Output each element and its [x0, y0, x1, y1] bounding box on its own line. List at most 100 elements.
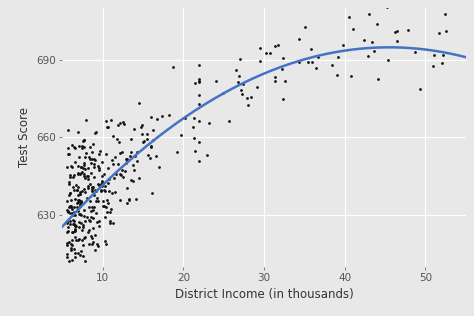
Point — [307, 46, 315, 52]
Point — [393, 39, 401, 44]
Point — [108, 206, 115, 211]
Point — [65, 258, 73, 264]
Point — [254, 85, 261, 90]
Point — [109, 162, 117, 167]
Point — [69, 229, 77, 234]
Point — [392, 29, 399, 34]
Point — [75, 198, 82, 203]
Point — [84, 229, 91, 234]
Point — [84, 177, 91, 182]
Point — [82, 295, 90, 300]
Point — [82, 151, 90, 156]
Point — [65, 180, 73, 185]
Point — [75, 211, 83, 216]
Point — [77, 165, 84, 170]
Point — [93, 220, 100, 225]
Point — [72, 223, 79, 228]
Point — [73, 187, 81, 192]
Point — [130, 167, 137, 172]
Point — [169, 65, 177, 70]
Point — [80, 253, 87, 258]
Point — [64, 165, 71, 170]
Point — [98, 179, 106, 184]
Point — [63, 243, 71, 248]
Point — [135, 101, 143, 106]
Point — [119, 119, 127, 125]
Point — [76, 252, 84, 257]
Point — [79, 169, 86, 174]
Point — [347, 73, 355, 78]
Point — [146, 155, 154, 160]
Point — [147, 144, 155, 149]
Point — [81, 175, 89, 180]
Point — [90, 205, 98, 210]
Point — [64, 128, 72, 133]
Point — [76, 212, 84, 217]
Point — [196, 79, 203, 84]
Point — [219, 90, 227, 95]
Point — [103, 124, 111, 129]
Point — [262, 50, 270, 55]
Point — [98, 160, 106, 165]
Point — [132, 196, 140, 201]
Point — [295, 59, 303, 64]
Point — [152, 154, 160, 159]
Point — [81, 161, 88, 166]
Point — [196, 140, 203, 145]
Point — [98, 183, 106, 188]
Point — [80, 162, 87, 167]
Point — [256, 45, 264, 50]
Point — [124, 158, 131, 163]
Point — [77, 201, 84, 206]
Point — [74, 237, 82, 242]
Point — [72, 182, 80, 187]
Point — [78, 266, 85, 271]
Point — [68, 143, 76, 148]
Point — [295, 36, 303, 41]
Point — [79, 224, 87, 229]
Point — [74, 170, 82, 175]
Point — [78, 227, 86, 232]
Point — [64, 225, 72, 230]
Point — [68, 229, 76, 234]
Point — [66, 191, 73, 196]
Point — [79, 238, 86, 243]
Point — [65, 240, 73, 245]
Point — [271, 44, 278, 49]
Point — [98, 182, 105, 187]
Point — [365, 54, 372, 59]
Point — [94, 163, 102, 168]
Point — [74, 208, 82, 213]
Point — [190, 124, 197, 129]
Point — [109, 221, 117, 226]
Point — [190, 116, 198, 121]
Point — [374, 21, 381, 27]
Point — [86, 198, 94, 204]
Point — [374, 77, 382, 82]
Point — [84, 185, 91, 190]
Point — [93, 195, 101, 200]
Point — [95, 223, 103, 228]
Point — [98, 188, 105, 193]
Point — [104, 180, 112, 185]
Point — [98, 179, 106, 185]
Point — [64, 229, 71, 234]
Point — [100, 171, 108, 176]
Point — [98, 189, 105, 194]
Point — [66, 270, 74, 275]
Point — [89, 186, 96, 191]
Point — [74, 185, 82, 190]
Point — [309, 59, 316, 64]
Point — [100, 187, 108, 192]
Point — [81, 187, 88, 192]
Point — [76, 203, 83, 208]
Point — [85, 155, 93, 160]
Point — [70, 172, 78, 177]
Point — [63, 240, 70, 246]
Point — [81, 172, 88, 177]
Point — [71, 254, 79, 259]
Point — [63, 220, 70, 225]
Point — [384, 58, 392, 63]
Point — [110, 176, 118, 181]
Point — [86, 156, 93, 161]
